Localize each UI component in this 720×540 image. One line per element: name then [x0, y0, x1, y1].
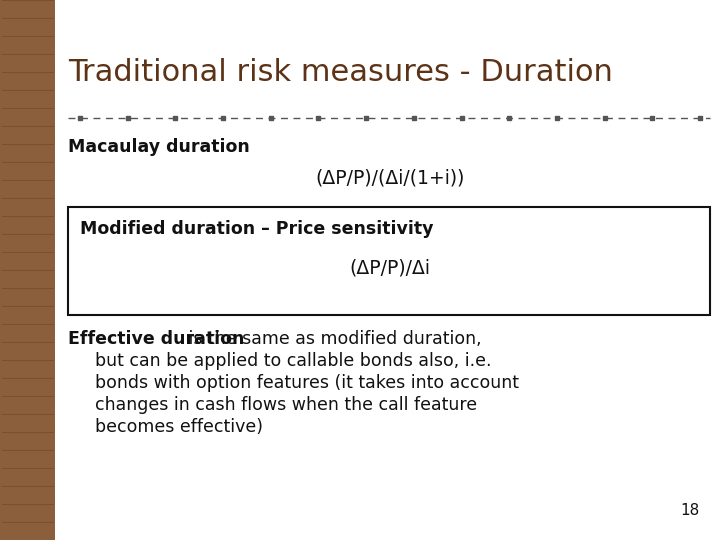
- Text: but can be applied to callable bonds also, i.e.: but can be applied to callable bonds als…: [95, 352, 492, 370]
- Text: (ΔP/P)/Δi: (ΔP/P)/Δi: [349, 258, 431, 277]
- Text: Effective duration: Effective duration: [68, 330, 244, 348]
- Text: changes in cash flows when the call feature: changes in cash flows when the call feat…: [95, 396, 477, 414]
- Text: is the same as modified duration,: is the same as modified duration,: [183, 330, 482, 348]
- Text: (ΔP/P)/(Δi/(1+i)): (ΔP/P)/(Δi/(1+i)): [315, 168, 464, 187]
- Text: Traditional risk measures - Duration: Traditional risk measures - Duration: [68, 58, 613, 87]
- Bar: [0, 0, 55, 540]
- Text: bonds with option features (it takes into account: bonds with option features (it takes int…: [95, 374, 519, 392]
- Text: Macaulay duration: Macaulay duration: [68, 138, 250, 156]
- Text: Modified duration – Price sensitivity: Modified duration – Price sensitivity: [80, 220, 433, 238]
- Text: 18: 18: [680, 503, 700, 518]
- Bar: [68, 207, 710, 315]
- Text: becomes effective): becomes effective): [95, 418, 263, 436]
